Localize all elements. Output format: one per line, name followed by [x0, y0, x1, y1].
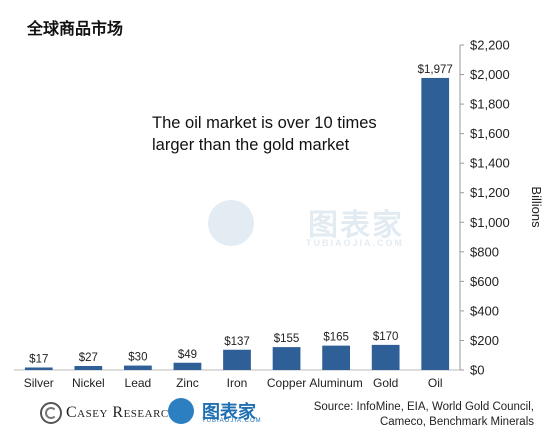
bar — [223, 349, 251, 370]
y-tick-label: $600 — [470, 274, 499, 289]
bar-value-label: $49 — [178, 349, 197, 361]
bar — [173, 362, 202, 370]
casey-logo-icon — [40, 402, 62, 424]
y-tick-label: $2,000 — [470, 67, 510, 82]
tubiao-logo-icon — [168, 398, 194, 424]
y-tick-label: $200 — [470, 333, 499, 348]
bar-value-label: $165 — [323, 332, 349, 344]
x-tick-label: Aluminum — [309, 376, 362, 390]
tubiao-logo-text: 图表家 — [202, 402, 256, 422]
watermark-subtext: TUBIAOJIA.COM — [306, 238, 404, 248]
bar-value-label: $27 — [79, 352, 98, 364]
x-tick-label: Lead — [125, 376, 152, 390]
x-tick-label: Copper — [267, 376, 306, 390]
source-note: Source: InfoMine, EIA, World Gold Counci… — [284, 400, 534, 430]
x-tick-label: Iron — [227, 376, 248, 390]
source-line: Source: InfoMine, EIA, World Gold Counci… — [313, 401, 534, 413]
y-tick-label: $400 — [470, 303, 499, 318]
x-tick-label: Zinc — [176, 376, 199, 390]
y-tick-label: $1,000 — [470, 215, 510, 230]
x-tick-label: Silver — [24, 376, 54, 390]
bar-value-label: $170 — [373, 331, 399, 343]
casey-brand-name: Casey Research — [66, 404, 178, 421]
tubiao-logo: 图表家 TUBIAOJIA.COM — [168, 396, 268, 428]
x-tick-label: Oil — [428, 376, 443, 390]
bar — [371, 344, 400, 370]
y-tick-label: $1,600 — [470, 126, 510, 141]
casey-research-logo: Casey Research — [40, 398, 177, 428]
chart-title: 全球商品市场 — [27, 21, 124, 38]
bar — [74, 366, 103, 370]
annotation-line: The oil market is over 10 times — [152, 114, 377, 132]
bar — [322, 345, 350, 370]
annotation-line: larger than the gold market — [152, 136, 350, 154]
bar-value-label: $137 — [224, 336, 250, 348]
bar-value-label: $1,977 — [418, 64, 453, 76]
y-tick-label: $1,800 — [470, 97, 510, 112]
bar-value-label: $30 — [128, 352, 147, 364]
y-tick-label: $0 — [470, 363, 484, 378]
watermark-text: 图表家 — [308, 209, 404, 242]
chart-annotation: The oil market is over 10 times larger t… — [152, 112, 432, 156]
bar-value-label: $17 — [29, 353, 48, 365]
y-tick-label: $1,400 — [470, 156, 510, 171]
watermark-logo-icon — [208, 200, 254, 246]
bar — [24, 367, 53, 370]
bar — [124, 365, 152, 370]
x-tick-label: Nickel — [72, 376, 105, 390]
bar — [272, 347, 301, 370]
x-tick-label: Gold — [373, 376, 398, 390]
tubiao-logo-subtext: TUBIAOJIA.COM — [202, 418, 262, 424]
y-tick-label: $2,200 — [470, 38, 510, 53]
bar-value-label: $155 — [274, 333, 300, 345]
y-tick-label: $1,200 — [470, 185, 510, 200]
y-axis-label: Billions — [529, 186, 544, 228]
source-line: Cameco, Benchmark Minerals — [379, 416, 534, 428]
bar — [421, 77, 450, 371]
y-tick-label: $800 — [470, 244, 499, 259]
watermark: 图表家 TUBIAOJIA.COM — [208, 196, 428, 254]
